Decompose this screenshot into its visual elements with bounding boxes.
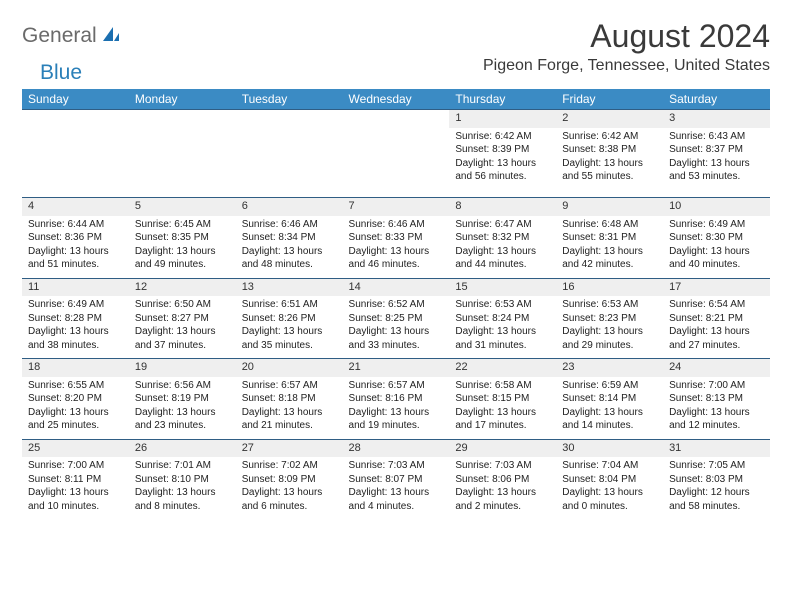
day-number: 26	[129, 439, 236, 457]
day-number: 11	[22, 278, 129, 296]
col-monday: Monday	[129, 89, 236, 110]
day-detail	[129, 128, 236, 198]
day-number: 24	[663, 359, 770, 377]
week-1-detail-row: Sunrise: 6:44 AM Sunset: 8:36 PM Dayligh…	[22, 216, 770, 279]
day-number: 19	[129, 359, 236, 377]
day-number: 15	[449, 278, 556, 296]
day-detail: Sunrise: 7:03 AM Sunset: 8:07 PM Dayligh…	[343, 457, 450, 519]
day-detail	[236, 128, 343, 198]
day-detail	[22, 128, 129, 198]
day-detail: Sunrise: 6:59 AM Sunset: 8:14 PM Dayligh…	[556, 377, 663, 440]
logo-sail-icon	[101, 25, 121, 48]
day-detail: Sunrise: 6:46 AM Sunset: 8:33 PM Dayligh…	[343, 216, 450, 279]
day-detail	[343, 128, 450, 198]
week-4-daynum-row: 25262728293031	[22, 439, 770, 457]
day-detail: Sunrise: 6:47 AM Sunset: 8:32 PM Dayligh…	[449, 216, 556, 279]
day-number: 9	[556, 198, 663, 216]
day-number: 14	[343, 278, 450, 296]
week-0-detail-row: Sunrise: 6:42 AM Sunset: 8:39 PM Dayligh…	[22, 128, 770, 198]
col-sunday: Sunday	[22, 89, 129, 110]
day-detail: Sunrise: 6:42 AM Sunset: 8:39 PM Dayligh…	[449, 128, 556, 198]
day-number: 10	[663, 198, 770, 216]
day-number: 17	[663, 278, 770, 296]
logo-text-general: General	[22, 24, 97, 48]
day-detail: Sunrise: 6:46 AM Sunset: 8:34 PM Dayligh…	[236, 216, 343, 279]
day-number: 16	[556, 278, 663, 296]
day-detail: Sunrise: 6:53 AM Sunset: 8:24 PM Dayligh…	[449, 296, 556, 359]
col-thursday: Thursday	[449, 89, 556, 110]
day-number: 2	[556, 110, 663, 128]
day-detail: Sunrise: 6:54 AM Sunset: 8:21 PM Dayligh…	[663, 296, 770, 359]
day-number: 28	[343, 439, 450, 457]
day-detail: Sunrise: 7:01 AM Sunset: 8:10 PM Dayligh…	[129, 457, 236, 519]
week-4-detail-row: Sunrise: 7:00 AM Sunset: 8:11 PM Dayligh…	[22, 457, 770, 519]
day-detail: Sunrise: 6:56 AM Sunset: 8:19 PM Dayligh…	[129, 377, 236, 440]
day-detail: Sunrise: 6:52 AM Sunset: 8:25 PM Dayligh…	[343, 296, 450, 359]
day-number: 7	[343, 198, 450, 216]
day-number	[343, 110, 450, 128]
month-title: August 2024	[483, 18, 770, 55]
day-number: 5	[129, 198, 236, 216]
day-number: 30	[556, 439, 663, 457]
day-number: 18	[22, 359, 129, 377]
week-3-daynum-row: 18192021222324	[22, 359, 770, 377]
day-number: 31	[663, 439, 770, 457]
day-detail: Sunrise: 6:49 AM Sunset: 8:30 PM Dayligh…	[663, 216, 770, 279]
day-detail: Sunrise: 6:50 AM Sunset: 8:27 PM Dayligh…	[129, 296, 236, 359]
day-number: 25	[22, 439, 129, 457]
day-detail: Sunrise: 6:45 AM Sunset: 8:35 PM Dayligh…	[129, 216, 236, 279]
day-detail: Sunrise: 6:51 AM Sunset: 8:26 PM Dayligh…	[236, 296, 343, 359]
day-detail: Sunrise: 6:43 AM Sunset: 8:37 PM Dayligh…	[663, 128, 770, 198]
day-detail: Sunrise: 6:49 AM Sunset: 8:28 PM Dayligh…	[22, 296, 129, 359]
logo: General	[22, 18, 123, 48]
day-detail: Sunrise: 6:42 AM Sunset: 8:38 PM Dayligh…	[556, 128, 663, 198]
day-number: 4	[22, 198, 129, 216]
col-friday: Friday	[556, 89, 663, 110]
week-3-detail-row: Sunrise: 6:55 AM Sunset: 8:20 PM Dayligh…	[22, 377, 770, 440]
day-detail: Sunrise: 7:03 AM Sunset: 8:06 PM Dayligh…	[449, 457, 556, 519]
day-detail: Sunrise: 7:02 AM Sunset: 8:09 PM Dayligh…	[236, 457, 343, 519]
day-detail: Sunrise: 7:05 AM Sunset: 8:03 PM Dayligh…	[663, 457, 770, 519]
day-detail: Sunrise: 6:55 AM Sunset: 8:20 PM Dayligh…	[22, 377, 129, 440]
col-saturday: Saturday	[663, 89, 770, 110]
weekday-header-row: Sunday Monday Tuesday Wednesday Thursday…	[22, 89, 770, 110]
day-detail: Sunrise: 6:58 AM Sunset: 8:15 PM Dayligh…	[449, 377, 556, 440]
day-number	[129, 110, 236, 128]
calendar-page: General August 2024 Pigeon Forge, Tennes…	[0, 0, 792, 529]
day-number	[236, 110, 343, 128]
day-number: 29	[449, 439, 556, 457]
day-number: 8	[449, 198, 556, 216]
day-detail: Sunrise: 7:04 AM Sunset: 8:04 PM Dayligh…	[556, 457, 663, 519]
day-number: 21	[343, 359, 450, 377]
day-detail: Sunrise: 7:00 AM Sunset: 8:11 PM Dayligh…	[22, 457, 129, 519]
week-2-detail-row: Sunrise: 6:49 AM Sunset: 8:28 PM Dayligh…	[22, 296, 770, 359]
week-1-daynum-row: 45678910	[22, 198, 770, 216]
week-0-daynum-row: 123	[22, 110, 770, 128]
day-number: 27	[236, 439, 343, 457]
day-number: 20	[236, 359, 343, 377]
day-number: 13	[236, 278, 343, 296]
day-detail: Sunrise: 6:48 AM Sunset: 8:31 PM Dayligh…	[556, 216, 663, 279]
logo-text-blue: Blue	[40, 61, 82, 84]
day-detail: Sunrise: 6:53 AM Sunset: 8:23 PM Dayligh…	[556, 296, 663, 359]
day-number: 3	[663, 110, 770, 128]
day-detail: Sunrise: 6:57 AM Sunset: 8:18 PM Dayligh…	[236, 377, 343, 440]
day-number: 22	[449, 359, 556, 377]
day-detail: Sunrise: 6:57 AM Sunset: 8:16 PM Dayligh…	[343, 377, 450, 440]
day-detail: Sunrise: 7:00 AM Sunset: 8:13 PM Dayligh…	[663, 377, 770, 440]
calendar-table: Sunday Monday Tuesday Wednesday Thursday…	[22, 89, 770, 519]
day-number: 1	[449, 110, 556, 128]
col-wednesday: Wednesday	[343, 89, 450, 110]
day-number	[22, 110, 129, 128]
day-number: 6	[236, 198, 343, 216]
day-detail: Sunrise: 6:44 AM Sunset: 8:36 PM Dayligh…	[22, 216, 129, 279]
day-number: 23	[556, 359, 663, 377]
week-2-daynum-row: 11121314151617	[22, 278, 770, 296]
col-tuesday: Tuesday	[236, 89, 343, 110]
day-number: 12	[129, 278, 236, 296]
